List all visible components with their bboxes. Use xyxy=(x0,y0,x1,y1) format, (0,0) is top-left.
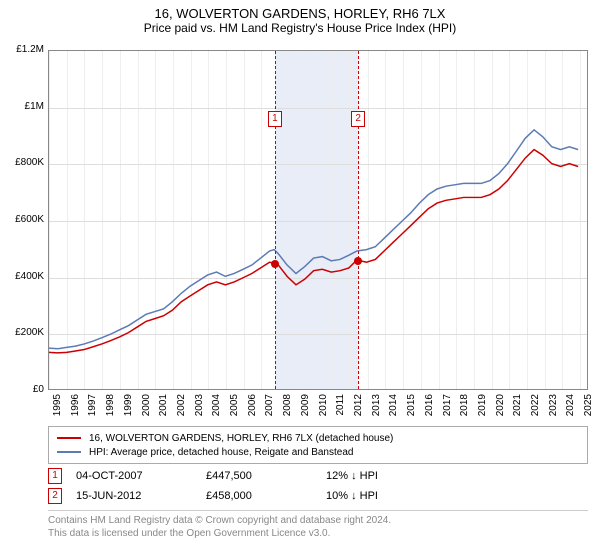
x-tick-label: 1996 xyxy=(70,394,81,424)
legend-item: 16, WOLVERTON GARDENS, HORLEY, RH6 7LX (… xyxy=(57,431,579,445)
x-tick-label: 2005 xyxy=(229,394,240,424)
y-tick-label: £600K xyxy=(2,214,44,225)
x-tick-label: 2013 xyxy=(371,394,382,424)
line-layer xyxy=(49,51,587,389)
x-tick-label: 2019 xyxy=(477,394,488,424)
x-tick-label: 2016 xyxy=(424,394,435,424)
event-line xyxy=(358,51,359,389)
sale-row: 2 15-JUN-2012 £458,000 10% ↓ HPI xyxy=(48,486,588,506)
chart-subtitle: Price paid vs. HM Land Registry's House … xyxy=(0,21,600,39)
x-tick-label: 2012 xyxy=(353,394,364,424)
x-tick-label: 2001 xyxy=(158,394,169,424)
event-marker: 1 xyxy=(268,111,282,127)
x-tick-label: 1998 xyxy=(105,394,116,424)
sale-row: 1 04-OCT-2007 £447,500 12% ↓ HPI xyxy=(48,466,588,486)
x-tick-label: 2008 xyxy=(282,394,293,424)
x-tick-label: 1997 xyxy=(87,394,98,424)
x-tick-label: 2025 xyxy=(583,394,594,424)
y-tick-label: £1.2M xyxy=(2,44,44,55)
x-tick-label: 2003 xyxy=(194,394,205,424)
event-marker: 2 xyxy=(351,111,365,127)
x-tick-label: 2004 xyxy=(211,394,222,424)
x-tick-label: 2007 xyxy=(264,394,275,424)
sale-hpi: 12% ↓ HPI xyxy=(326,470,426,482)
legend: 16, WOLVERTON GARDENS, HORLEY, RH6 7LX (… xyxy=(48,426,588,464)
x-tick-label: 2014 xyxy=(388,394,399,424)
x-tick-label: 2009 xyxy=(300,394,311,424)
x-tick-label: 2021 xyxy=(512,394,523,424)
sale-marker-box: 2 xyxy=(48,488,62,504)
footer-line: Contains HM Land Registry data © Crown c… xyxy=(48,514,588,527)
x-tick-label: 1995 xyxy=(52,394,63,424)
legend-item: HPI: Average price, detached house, Reig… xyxy=(57,445,579,459)
x-tick-label: 1999 xyxy=(123,394,134,424)
x-tick-label: 2010 xyxy=(318,394,329,424)
x-tick-label: 2018 xyxy=(459,394,470,424)
x-tick-label: 2006 xyxy=(247,394,258,424)
footer-line: This data is licensed under the Open Gov… xyxy=(48,527,588,540)
series-hpi xyxy=(49,130,578,349)
x-tick-label: 2015 xyxy=(406,394,417,424)
footer: Contains HM Land Registry data © Crown c… xyxy=(48,514,588,540)
legend-swatch xyxy=(57,451,81,453)
sale-dot xyxy=(271,260,279,268)
series-property xyxy=(49,150,578,353)
y-tick-label: £400K xyxy=(2,271,44,282)
y-tick-label: £800K xyxy=(2,157,44,168)
sale-date: 15-JUN-2012 xyxy=(76,490,206,502)
event-line xyxy=(275,51,276,389)
x-tick-label: 2002 xyxy=(176,394,187,424)
sale-marker-box: 1 xyxy=(48,468,62,484)
x-tick-label: 2000 xyxy=(141,394,152,424)
legend-label: HPI: Average price, detached house, Reig… xyxy=(89,447,353,458)
chart-container: 16, WOLVERTON GARDENS, HORLEY, RH6 7LX P… xyxy=(0,0,600,560)
x-tick-label: 2023 xyxy=(548,394,559,424)
chart-title: 16, WOLVERTON GARDENS, HORLEY, RH6 7LX xyxy=(0,0,600,21)
x-tick-label: 2011 xyxy=(335,394,346,424)
x-tick-label: 2020 xyxy=(495,394,506,424)
legend-label: 16, WOLVERTON GARDENS, HORLEY, RH6 7LX (… xyxy=(89,433,393,444)
x-tick-label: 2017 xyxy=(442,394,453,424)
sale-price: £447,500 xyxy=(206,470,326,482)
legend-swatch xyxy=(57,437,81,439)
y-tick-label: £1M xyxy=(2,101,44,112)
x-tick-label: 2022 xyxy=(530,394,541,424)
sale-dot xyxy=(354,257,362,265)
x-tick-label: 2024 xyxy=(565,394,576,424)
separator xyxy=(48,510,588,511)
sale-hpi: 10% ↓ HPI xyxy=(326,490,426,502)
y-tick-label: £200K xyxy=(2,327,44,338)
sales-table: 1 04-OCT-2007 £447,500 12% ↓ HPI 2 15-JU… xyxy=(48,466,588,506)
plot-area: 12 xyxy=(48,50,588,390)
sale-price: £458,000 xyxy=(206,490,326,502)
sale-date: 04-OCT-2007 xyxy=(76,470,206,482)
y-tick-label: £0 xyxy=(2,384,44,395)
